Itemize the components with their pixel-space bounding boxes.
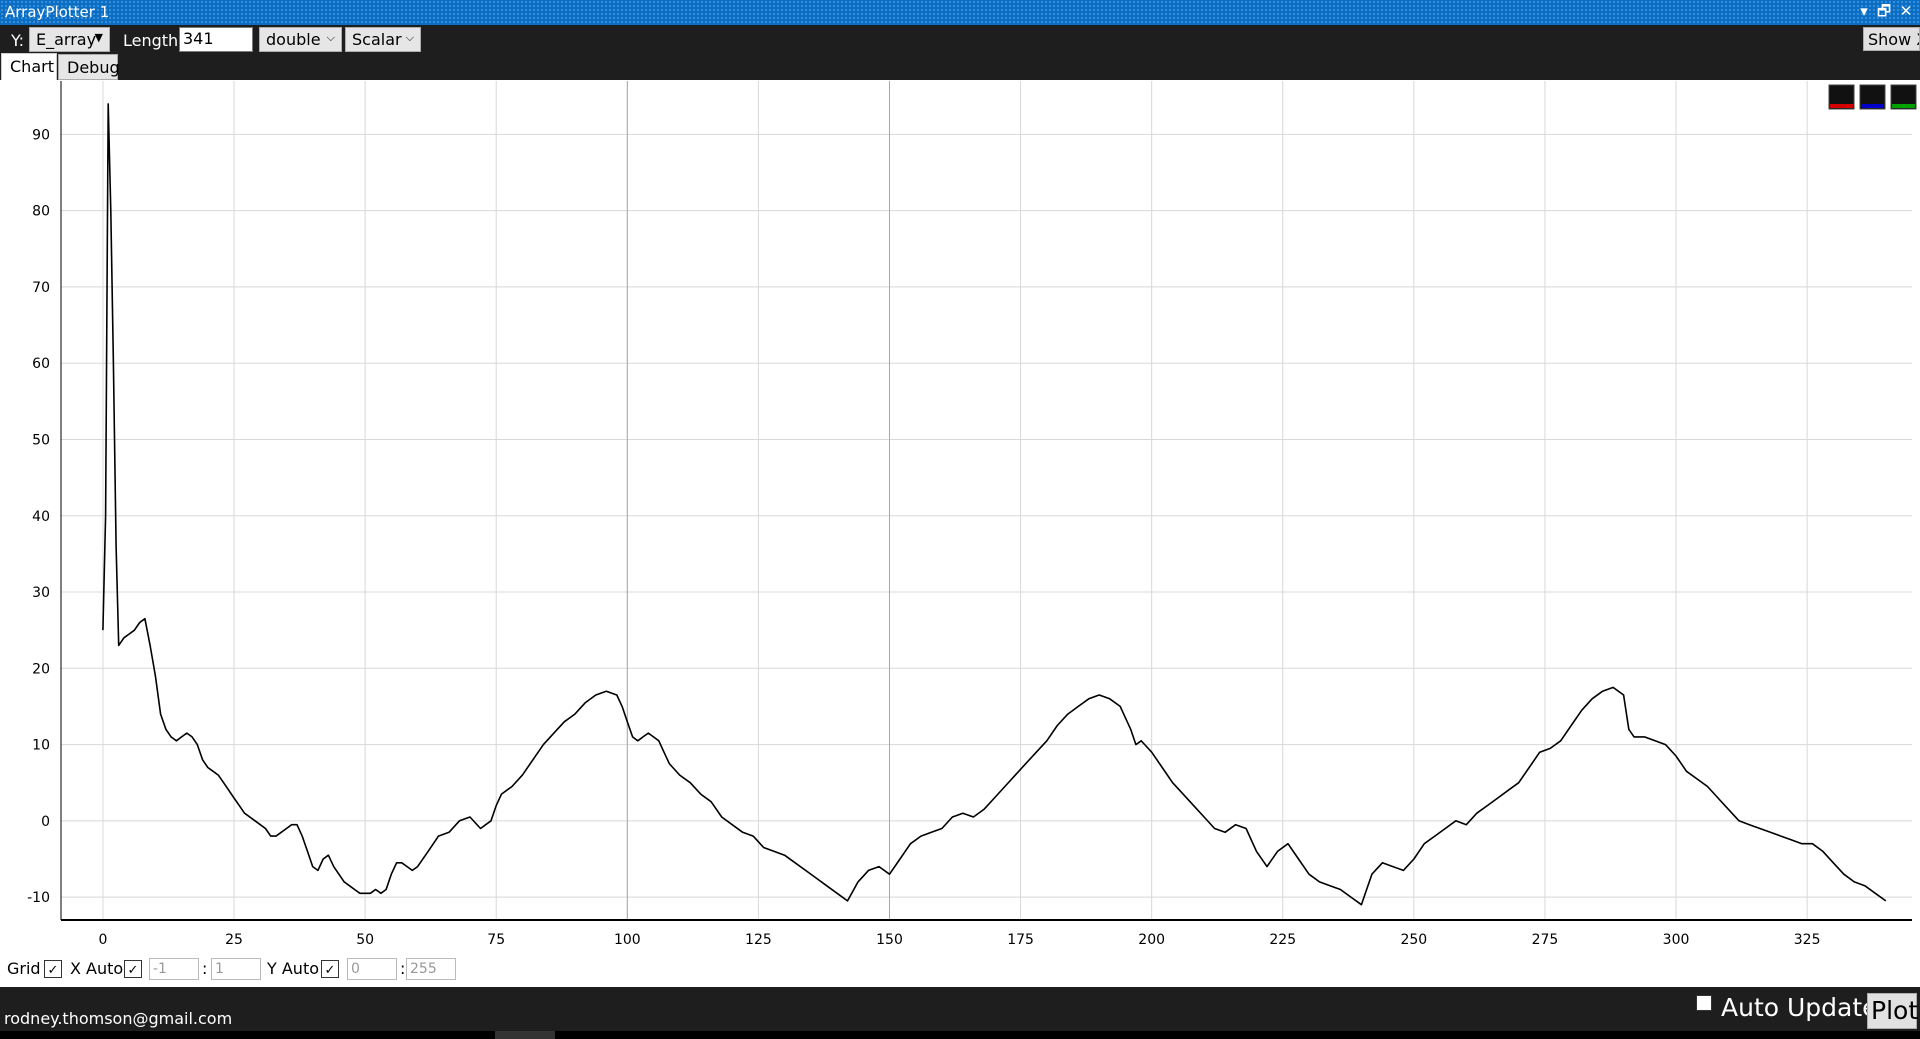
- status-bar: rodney.thomson@gmail.com Auto Update Plo…: [0, 987, 1920, 1039]
- y-tick-label: 40: [32, 509, 50, 525]
- plot-button[interactable]: Plot: [1867, 993, 1918, 1029]
- y-tick-label: 90: [32, 127, 50, 143]
- x-tick-label: 150: [876, 932, 903, 948]
- grid-checkbox[interactable]: ✓: [44, 960, 62, 978]
- dropdown-icon[interactable]: ▾: [1860, 3, 1868, 20]
- y-tick-label: 20: [32, 661, 50, 677]
- x-max-input[interactable]: 1: [211, 958, 261, 980]
- x-min-input[interactable]: -1: [149, 958, 199, 980]
- auto-update-label: Auto Update: [1721, 993, 1878, 1022]
- close-icon[interactable]: ✕: [1899, 3, 1913, 20]
- author-email: rodney.thomson@gmail.com: [4, 1009, 233, 1028]
- toolbar: Y: E_array ▼ Length: 341 double ⌵ Scalar…: [0, 25, 1920, 53]
- y-tick-label: 0: [41, 814, 50, 830]
- y-max-input[interactable]: 255: [406, 958, 456, 980]
- series: [102, 103, 1887, 906]
- x-tick-label: 250: [1400, 932, 1427, 948]
- grid: [61, 81, 1912, 920]
- x-tick-label: 200: [1138, 932, 1165, 948]
- x-auto-checkbox[interactable]: ✓: [124, 960, 142, 978]
- tab-chart[interactable]: Chart: [1, 53, 57, 80]
- restore-icon[interactable]: 🗗: [1876, 3, 1892, 20]
- tab-debug[interactable]: Debug: [58, 54, 120, 80]
- y-tick-label: -10: [27, 890, 50, 906]
- line-chart: 0 25 50 75 100 125 150 175 200 225 250 275 300 325-10…: [27, 81, 1917, 948]
- y-tick-label: 50: [32, 432, 50, 448]
- x-tick-label: 50: [356, 932, 374, 948]
- auto-update-checkbox[interactable]: [1696, 995, 1712, 1011]
- y-tick-label: 10: [32, 738, 50, 754]
- x-tick-label: 275: [1532, 932, 1559, 948]
- tab-bar: Chart Debug: [0, 53, 1920, 80]
- y-tick-label: 70: [32, 280, 50, 296]
- mode-select[interactable]: Scalar ⌵: [345, 27, 421, 52]
- axes: 0 25 50 75 100 125 150 175 200 225 250 275 300 325-10…: [27, 81, 1912, 948]
- grid-label: Grid: [7, 959, 41, 978]
- length-input[interactable]: 341: [179, 27, 253, 52]
- chevron-down-icon: ▼: [94, 31, 103, 44]
- show-x-button[interactable]: Show X: [1863, 27, 1920, 51]
- chart-panel: 0 25 50 75 100 125 150 175 200 225 250 275 300 325 -10…: [0, 80, 1920, 987]
- title-bar: ArrayPlotter 1 ▾ 🗗 ✕: [0, 0, 1920, 25]
- bottom-strip: [0, 1031, 1920, 1039]
- y-array-select[interactable]: E_array ▼: [29, 27, 110, 52]
- x-tick-label: 75: [487, 932, 505, 948]
- x-tick-label: 325: [1794, 932, 1821, 948]
- y-range-separator: :: [400, 959, 406, 978]
- legend-swatch-color-1: [1861, 104, 1884, 108]
- x-tick-label: 100: [614, 932, 641, 948]
- y-tick-label: 30: [32, 585, 50, 601]
- x-tick-label: 175: [1007, 932, 1034, 948]
- y-auto-label: Y Auto: [267, 959, 320, 978]
- x-tick-label: 125: [745, 932, 772, 948]
- legend-swatch-color-0: [1830, 104, 1853, 108]
- axis-controls: Grid ✓ X Auto ✓ -1 : 1 Y Auto ✓ 0 : 255: [0, 955, 1920, 985]
- x-auto-label: X Auto: [70, 959, 124, 978]
- window-title: ArrayPlotter 1: [5, 3, 110, 21]
- length-label: Length:: [123, 31, 184, 50]
- y-min-input[interactable]: 0: [347, 958, 397, 980]
- x-range-separator: :: [202, 959, 208, 978]
- type-select[interactable]: double ⌵: [259, 27, 342, 52]
- x-tick-label: 25: [225, 932, 243, 948]
- series-line-0: [102, 103, 1887, 906]
- y-array-value: E_array: [36, 30, 97, 49]
- chevron-down-icon: ⌵: [405, 31, 414, 44]
- legend-swatch-color-2: [1892, 104, 1915, 108]
- y-tick-label: 80: [32, 204, 50, 220]
- x-tick-label: 225: [1269, 932, 1296, 948]
- y-tick-label: 60: [32, 356, 50, 372]
- y-auto-checkbox[interactable]: ✓: [321, 960, 339, 978]
- mode-value: Scalar: [352, 30, 402, 49]
- legend-swatches[interactable]: [1828, 84, 1917, 110]
- y-label: Y:: [11, 31, 25, 50]
- x-tick-label: 300: [1663, 932, 1690, 948]
- type-value: double: [266, 30, 321, 49]
- chevron-down-icon: ⌵: [326, 31, 335, 44]
- x-tick-label: 0: [98, 932, 107, 948]
